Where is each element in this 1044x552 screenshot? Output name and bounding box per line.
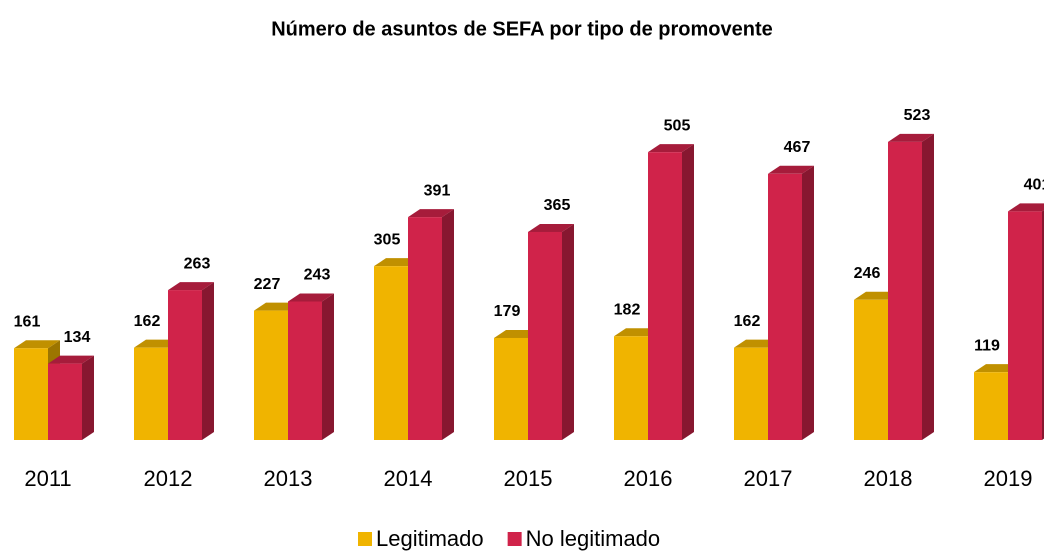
bar-top xyxy=(888,133,934,142)
bar xyxy=(528,231,562,440)
value-label: 182 xyxy=(614,301,641,318)
value-label: 162 xyxy=(134,313,161,330)
value-label: 365 xyxy=(544,197,571,214)
bar xyxy=(168,290,202,440)
bar xyxy=(494,337,528,440)
legend-label: No legitimado xyxy=(526,526,661,551)
bar xyxy=(888,141,922,440)
bar-3d xyxy=(768,165,814,440)
legend-label: Legitimado xyxy=(376,526,484,551)
bar-top xyxy=(648,144,694,153)
bar xyxy=(254,310,288,440)
x-tick-label: 2011 xyxy=(24,466,71,491)
value-label: 523 xyxy=(904,107,931,124)
bar-3d xyxy=(168,282,214,440)
bar-side xyxy=(202,282,214,440)
bar xyxy=(614,336,648,440)
x-tick-label: 2015 xyxy=(504,466,553,491)
chart-title: Número de asuntos de SEFA por tipo de pr… xyxy=(271,18,773,40)
value-label: 179 xyxy=(494,303,521,320)
bar-top xyxy=(528,223,574,232)
legend-swatch xyxy=(507,532,522,546)
value-label: 505 xyxy=(664,117,691,134)
bar-3d xyxy=(888,133,934,440)
bar xyxy=(374,266,408,440)
bar xyxy=(134,347,168,440)
x-tick-label: 2017 xyxy=(744,466,793,491)
bar-top xyxy=(14,340,60,349)
x-tick-label: 2019 xyxy=(984,466,1033,491)
bar-top xyxy=(168,282,214,291)
bar-3d xyxy=(288,293,334,440)
bar-side xyxy=(562,223,574,440)
bar xyxy=(854,299,888,440)
bar-3d xyxy=(48,355,94,440)
value-label: 243 xyxy=(304,267,331,284)
bar xyxy=(768,173,802,440)
value-label: 401 xyxy=(1024,177,1044,194)
bar xyxy=(734,347,768,440)
value-label: 467 xyxy=(784,139,811,156)
value-label: 246 xyxy=(854,265,881,282)
value-label: 161 xyxy=(14,313,41,330)
bar-3d xyxy=(648,144,694,440)
bar-side xyxy=(322,293,334,440)
bar-side xyxy=(82,355,94,440)
legend: Legitimado No legitimado xyxy=(358,526,660,551)
bar xyxy=(1008,211,1042,440)
bar xyxy=(48,363,82,440)
bar xyxy=(288,301,322,440)
bar xyxy=(408,217,442,440)
x-tick-label: 2018 xyxy=(864,466,913,491)
x-tick-label: 2014 xyxy=(384,466,433,491)
x-tick-label: 2012 xyxy=(144,466,193,491)
value-label: 391 xyxy=(424,182,451,199)
bar-top xyxy=(408,209,454,218)
bar-side xyxy=(682,144,694,440)
bar xyxy=(14,348,48,440)
bar-top xyxy=(288,293,334,302)
value-label: 263 xyxy=(184,255,211,272)
value-label: 162 xyxy=(734,313,761,330)
value-label: 119 xyxy=(974,337,1000,354)
bar-top xyxy=(768,165,814,174)
legend-swatch xyxy=(358,532,372,546)
x-tick-label: 2016 xyxy=(624,466,673,491)
value-label: 305 xyxy=(374,231,401,248)
bar-top xyxy=(48,355,94,364)
bar-side xyxy=(802,165,814,440)
bar xyxy=(648,152,682,440)
x-tick-label: 2013 xyxy=(264,466,313,491)
bar-3d xyxy=(528,223,574,440)
bar-side xyxy=(442,209,454,440)
bar-side xyxy=(922,133,934,440)
bar-top xyxy=(1008,203,1044,212)
bar-3d xyxy=(408,209,454,440)
bar-3d xyxy=(1008,203,1044,440)
value-label: 134 xyxy=(64,329,91,346)
value-label: 227 xyxy=(254,276,281,293)
bar xyxy=(974,372,1008,440)
